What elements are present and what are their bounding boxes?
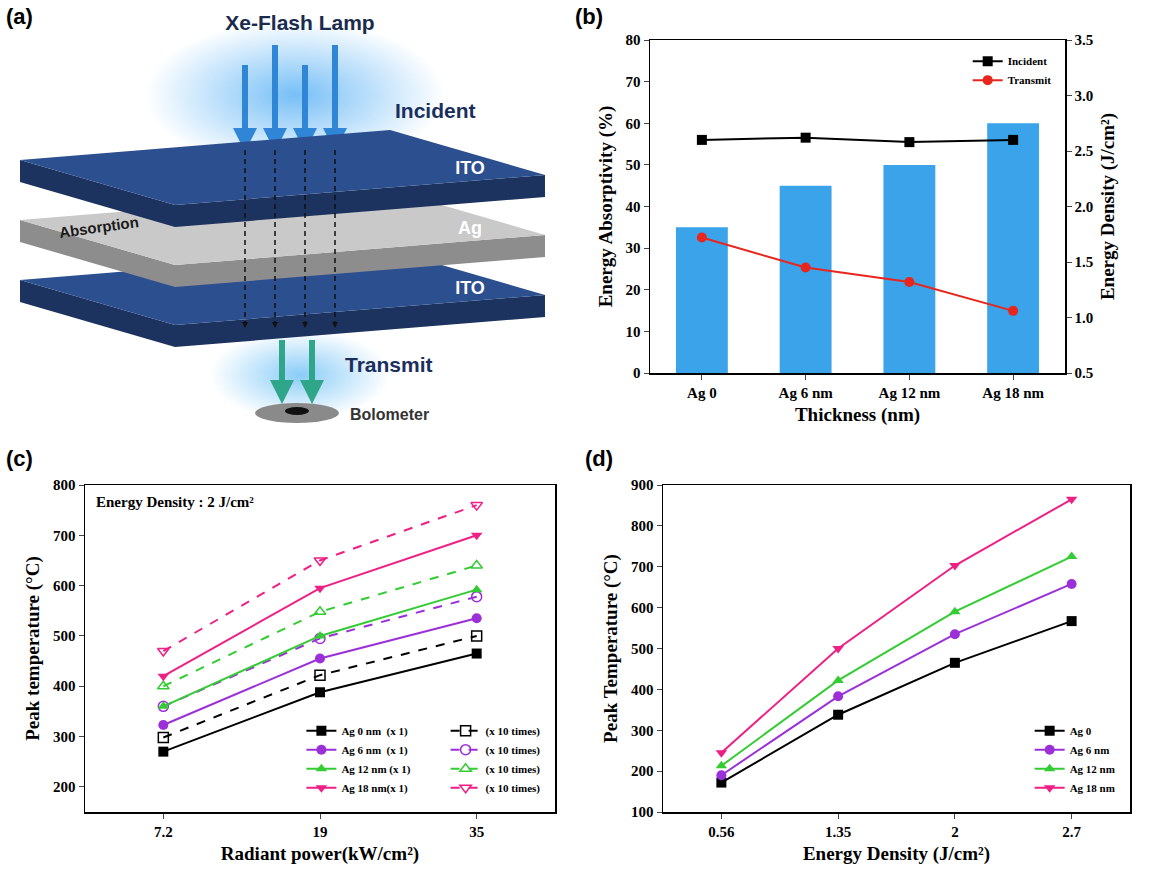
svg-text:700: 700 xyxy=(53,528,76,544)
svg-text:400: 400 xyxy=(53,678,76,694)
svg-text:Ag 18 nm: Ag 18 nm xyxy=(982,385,1044,401)
svg-text:300: 300 xyxy=(53,729,76,745)
svg-text:70: 70 xyxy=(626,74,641,90)
svg-text:500: 500 xyxy=(631,641,654,657)
svg-text:0.56: 0.56 xyxy=(708,824,735,840)
svg-text:2.0: 2.0 xyxy=(1075,199,1094,215)
svg-text:Ag 12 nm: Ag 12 nm xyxy=(879,385,941,401)
svg-text:3.0: 3.0 xyxy=(1075,88,1094,104)
svg-text:Bolometer: Bolometer xyxy=(350,406,429,423)
svg-text:40: 40 xyxy=(626,199,641,215)
svg-text:400: 400 xyxy=(631,682,654,698)
svg-text:Energy Absorptivity (%): Energy Absorptivity (%) xyxy=(595,106,617,308)
html-text:(a): (a) xyxy=(6,4,33,29)
svg-text:(x 10 times): (x 10 times) xyxy=(486,763,541,776)
svg-text:Incident: Incident xyxy=(395,99,476,122)
svg-text:500: 500 xyxy=(53,628,76,644)
svg-text:600: 600 xyxy=(53,578,76,594)
svg-text:(x 10 times): (x 10 times) xyxy=(486,725,541,738)
svg-text:Absorption: Absorption xyxy=(58,213,140,241)
svg-text:800: 800 xyxy=(631,518,654,534)
svg-text:1.5: 1.5 xyxy=(1075,254,1094,270)
svg-text:Ag 6 nm (x 1): Ag 6 nm (x 1) xyxy=(341,744,408,757)
svg-text:700: 700 xyxy=(631,559,654,575)
svg-text:Ag 18 nm(x 1): Ag 18 nm(x 1) xyxy=(341,782,408,795)
svg-text:ITO: ITO xyxy=(455,278,485,298)
svg-text:7.2: 7.2 xyxy=(154,824,173,840)
svg-text:1.0: 1.0 xyxy=(1075,310,1094,326)
svg-text:10: 10 xyxy=(626,324,641,340)
svg-text:Ag 0 nm (x 1): Ag 0 nm (x 1) xyxy=(341,725,408,738)
svg-text:Transmit: Transmit xyxy=(1008,74,1052,86)
svg-text:Ag 6 nm: Ag 6 nm xyxy=(1070,744,1110,756)
svg-text:Peak Temperature (°C): Peak Temperature (°C) xyxy=(600,554,622,743)
svg-text:100: 100 xyxy=(631,804,654,820)
svg-text:600: 600 xyxy=(631,600,654,616)
svg-text:800: 800 xyxy=(53,477,76,493)
svg-text:0: 0 xyxy=(633,365,641,381)
svg-text:Ag 12 nm: Ag 12 nm xyxy=(1070,763,1115,775)
svg-text:50: 50 xyxy=(626,157,641,173)
svg-text:Incident: Incident xyxy=(1008,55,1047,67)
svg-text:Peak temperature (°C): Peak temperature (°C) xyxy=(22,556,44,741)
svg-text:Radiant power(kW/cm²): Radiant power(kW/cm²) xyxy=(221,843,419,865)
svg-text:Energy Density (J/cm²): Energy Density (J/cm²) xyxy=(803,843,990,865)
svg-text:2.7: 2.7 xyxy=(1062,824,1081,840)
svg-text:Ag 12 nm (x 1): Ag 12 nm (x 1) xyxy=(341,763,410,776)
svg-text:900: 900 xyxy=(631,477,654,493)
svg-text:3.5: 3.5 xyxy=(1075,32,1094,48)
svg-text:2.5: 2.5 xyxy=(1075,143,1094,159)
svg-text:Ag 18 nm: Ag 18 nm xyxy=(1070,782,1115,794)
svg-text:Ag 6 nm: Ag 6 nm xyxy=(779,385,834,401)
svg-text:30: 30 xyxy=(626,240,641,256)
svg-text:0.5: 0.5 xyxy=(1075,365,1094,381)
html-text:(d): (d) xyxy=(585,446,614,471)
svg-text:(x 10 times): (x 10 times) xyxy=(486,782,541,795)
svg-text:(x 10 times): (x 10 times) xyxy=(486,744,541,757)
svg-text:Energy Density (J/cm²): Energy Density (J/cm²) xyxy=(1097,113,1119,300)
html-text:(b): (b) xyxy=(575,4,604,29)
svg-text:Ag 0: Ag 0 xyxy=(1070,725,1092,737)
svg-text:Xe-Flash Lamp: Xe-Flash Lamp xyxy=(225,11,374,34)
svg-text:2: 2 xyxy=(951,824,959,840)
svg-text:1.35: 1.35 xyxy=(825,824,851,840)
svg-text:200: 200 xyxy=(631,763,654,779)
html-text:(c): (c) xyxy=(6,446,33,471)
svg-text:20: 20 xyxy=(626,282,641,298)
svg-text:Ag: Ag xyxy=(458,218,482,238)
svg-text:80: 80 xyxy=(626,32,641,48)
svg-text:60: 60 xyxy=(626,116,641,132)
svg-text:Thickness (nm): Thickness (nm) xyxy=(795,404,920,426)
svg-text:200: 200 xyxy=(53,779,76,795)
svg-text:Ag 0: Ag 0 xyxy=(687,385,717,401)
svg-text:300: 300 xyxy=(631,723,654,739)
svg-text:ITO: ITO xyxy=(455,158,485,178)
svg-text:19: 19 xyxy=(313,824,328,840)
svg-text:Energy Density : 2 J/cm²: Energy Density : 2 J/cm² xyxy=(96,494,254,510)
svg-text:Transmit: Transmit xyxy=(345,353,433,376)
svg-text:35: 35 xyxy=(469,824,484,840)
